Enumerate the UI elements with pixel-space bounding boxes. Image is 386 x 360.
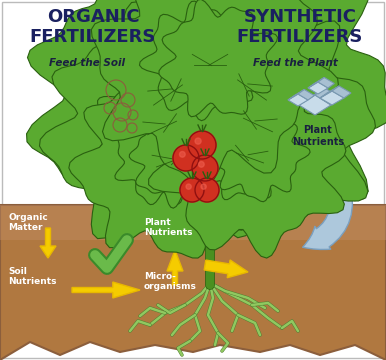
Polygon shape xyxy=(107,21,249,164)
Polygon shape xyxy=(167,250,183,285)
Polygon shape xyxy=(320,86,339,98)
Polygon shape xyxy=(192,12,334,156)
Polygon shape xyxy=(299,88,325,105)
Circle shape xyxy=(104,102,116,114)
Polygon shape xyxy=(132,7,376,248)
Polygon shape xyxy=(98,62,216,182)
Circle shape xyxy=(188,131,216,159)
Circle shape xyxy=(180,178,204,202)
Polygon shape xyxy=(191,62,309,177)
Text: Organic
Matter: Organic Matter xyxy=(8,213,48,233)
Polygon shape xyxy=(330,75,346,180)
Polygon shape xyxy=(111,66,230,186)
Polygon shape xyxy=(204,260,248,278)
Circle shape xyxy=(195,178,219,202)
Circle shape xyxy=(179,152,185,157)
Text: SYNTHETIC
FERTILIZERS: SYNTHETIC FERTILIZERS xyxy=(237,8,363,46)
FancyArrowPatch shape xyxy=(303,180,352,249)
Circle shape xyxy=(195,138,201,144)
Polygon shape xyxy=(69,57,274,258)
Polygon shape xyxy=(107,148,133,170)
Polygon shape xyxy=(298,90,314,100)
Polygon shape xyxy=(96,125,127,148)
Polygon shape xyxy=(0,205,386,240)
Text: Feed the Soil: Feed the Soil xyxy=(49,58,125,68)
Circle shape xyxy=(127,123,137,133)
Polygon shape xyxy=(0,205,386,360)
Text: ORGANIC
FERTILIZERS: ORGANIC FERTILIZERS xyxy=(30,8,156,46)
Polygon shape xyxy=(315,88,341,105)
Text: Plant
Nutrients: Plant Nutrients xyxy=(292,125,344,147)
Polygon shape xyxy=(332,86,351,98)
Polygon shape xyxy=(159,0,278,117)
Polygon shape xyxy=(177,13,318,158)
Polygon shape xyxy=(320,91,344,105)
Polygon shape xyxy=(318,77,334,88)
Polygon shape xyxy=(129,111,227,208)
Polygon shape xyxy=(79,125,110,148)
Polygon shape xyxy=(72,282,140,298)
Polygon shape xyxy=(115,109,212,204)
Polygon shape xyxy=(39,2,287,242)
Circle shape xyxy=(121,93,135,107)
Circle shape xyxy=(198,162,204,167)
Text: Feed the Plant: Feed the Plant xyxy=(252,58,337,68)
Polygon shape xyxy=(91,0,339,187)
Polygon shape xyxy=(288,90,304,100)
Polygon shape xyxy=(40,228,56,258)
Text: Soil
Nutrients: Soil Nutrients xyxy=(8,267,56,287)
Polygon shape xyxy=(299,95,331,115)
Polygon shape xyxy=(149,63,346,258)
Polygon shape xyxy=(308,77,324,88)
Polygon shape xyxy=(288,94,308,106)
Polygon shape xyxy=(207,57,330,180)
Polygon shape xyxy=(308,82,328,94)
Polygon shape xyxy=(209,101,310,202)
Polygon shape xyxy=(96,70,110,125)
Circle shape xyxy=(106,80,126,100)
Circle shape xyxy=(113,103,131,121)
Circle shape xyxy=(186,184,191,189)
Polygon shape xyxy=(139,1,259,121)
Text: Plant
Nutrients: Plant Nutrients xyxy=(144,218,193,237)
Polygon shape xyxy=(98,0,386,238)
Polygon shape xyxy=(27,0,308,239)
Circle shape xyxy=(173,145,199,171)
Circle shape xyxy=(128,110,138,120)
Text: Micro-
organisms: Micro- organisms xyxy=(144,272,197,291)
Polygon shape xyxy=(73,148,99,170)
Polygon shape xyxy=(193,105,288,199)
Circle shape xyxy=(113,118,127,132)
Polygon shape xyxy=(89,14,236,162)
Circle shape xyxy=(201,184,206,189)
Circle shape xyxy=(192,155,218,181)
